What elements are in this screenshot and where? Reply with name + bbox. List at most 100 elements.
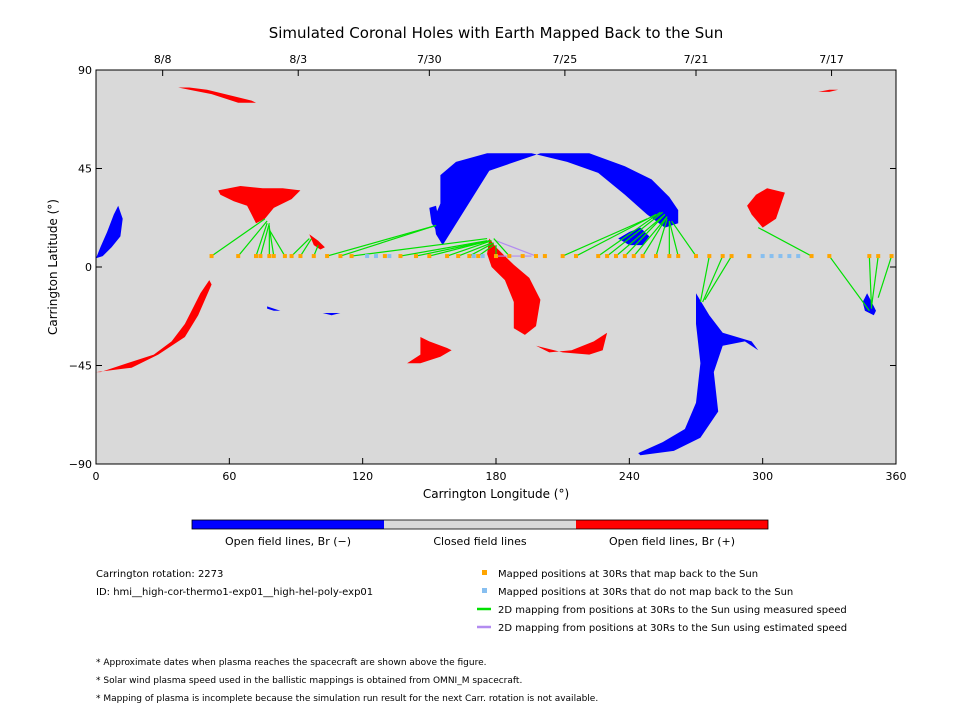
y-tick-label-4: 90 — [78, 64, 92, 77]
coronal-holes-layer — [96, 87, 876, 456]
legend: Mapped positions at 30Rs that map back t… — [477, 569, 847, 634]
mapped-point-map-back-10 — [325, 254, 330, 259]
mapping-line-measured-40 — [870, 255, 879, 307]
colorbar-segment-0 — [192, 520, 384, 529]
mapping-line-measured-28 — [633, 216, 668, 257]
coronal-hole-negative-5 — [862, 293, 876, 316]
mapped-point-map-back-40 — [729, 254, 734, 259]
x-tick-label-1: 60 — [222, 470, 236, 483]
colorbar-segment-1 — [384, 520, 576, 529]
y-axis-label: Carrington Latitude (°) — [46, 199, 60, 335]
colorbar-segment-2 — [576, 520, 768, 529]
date-tick-label-4: 7/21 — [684, 53, 709, 66]
coronal-hole-negative-0 — [96, 205, 123, 259]
mapping-line-measured-13 — [400, 240, 488, 257]
mapped-point-map-back-36 — [676, 254, 681, 259]
mapped-point-map-back-14 — [398, 254, 403, 259]
x-axis-label: Carrington Longitude (°) — [423, 487, 569, 501]
coronal-hole-positive-3 — [487, 238, 541, 335]
x-tick-label-3: 180 — [486, 470, 507, 483]
mapped-point-map-back-27 — [574, 254, 578, 259]
mapping-line-measured-39 — [868, 256, 873, 309]
mapping-line-measured-11 — [340, 224, 437, 257]
mapped-point-map-back-26 — [560, 254, 565, 259]
mapped-point-map-back-24 — [534, 254, 538, 259]
mapping-line-measured-36 — [704, 255, 733, 301]
mapped-point-map-back-45 — [876, 254, 881, 259]
coronal-hole-positive-5 — [407, 337, 452, 364]
coronal-hole-positive-0 — [178, 87, 256, 103]
mapped-point-no-map-back-5 — [760, 254, 765, 259]
footnote-2: * Solar wind plasma speed used in the ba… — [96, 676, 522, 686]
legend-label-3: 2D mapping from positions at 30Rs to the… — [498, 623, 847, 634]
legend-marker-0 — [482, 570, 487, 575]
date-tick-label-3: 7/25 — [553, 53, 578, 66]
mapping-line-measured-6 — [268, 229, 286, 257]
mapping-line-measured-17 — [458, 242, 492, 257]
mapped-point-no-map-back-6 — [769, 254, 774, 259]
mapped-point-map-back-34 — [654, 254, 658, 259]
colorbar-frame — [191, 519, 769, 530]
coronal-hole-positive-7 — [747, 188, 785, 228]
mapped-point-map-back-22 — [507, 254, 512, 259]
mapped-point-map-back-33 — [640, 254, 645, 259]
mapped-point-map-back-28 — [596, 254, 601, 259]
mapped-point-map-back-11 — [338, 254, 343, 259]
mapped-point-map-back-16 — [427, 254, 432, 259]
run-id-text: ID: hmi__high-cor-thermo1-exp01__high-he… — [96, 587, 373, 598]
chart-title: Simulated Coronal Holes with Earth Mappe… — [269, 24, 724, 42]
mapping-line-measured-25 — [606, 211, 664, 257]
mapped-point-map-back-32 — [631, 254, 636, 259]
legend-marker-1 — [482, 588, 487, 593]
mapped-point-map-back-3 — [258, 254, 263, 259]
date-tick-label-0: 8/8 — [154, 53, 172, 66]
mapped-point-no-map-back-3 — [471, 254, 476, 259]
mapped-point-map-back-23 — [520, 254, 525, 259]
mapped-point-map-back-2 — [254, 254, 258, 259]
mapped-point-map-back-43 — [827, 254, 832, 259]
coronal-hole-positive-4 — [96, 280, 212, 373]
mapping-line-measured-27 — [624, 214, 666, 257]
footnote-1: * Approximate dates when plasma reaches … — [96, 658, 487, 668]
mapping-line-measured-23 — [575, 213, 657, 257]
mapped-point-map-back-6 — [282, 254, 287, 259]
mapped-point-no-map-back-2 — [387, 254, 392, 259]
mapping-line-measured-7 — [291, 238, 310, 257]
coronal-hole-negative-7 — [322, 313, 341, 316]
mapped-point-no-map-back-0 — [365, 254, 370, 259]
mapped-point-map-back-4 — [267, 254, 272, 259]
mapped-point-map-back-25 — [542, 254, 547, 259]
mapping-lines-layer — [211, 211, 893, 312]
mapped-point-map-back-17 — [445, 254, 450, 259]
mapped-points-layer — [209, 254, 894, 259]
mapping-line-measured-0 — [211, 218, 266, 257]
coronal-hole-positive-1 — [218, 186, 301, 224]
mapping-line-measured-10 — [326, 224, 437, 257]
mapped-point-map-back-18 — [456, 254, 461, 259]
colorbar-label-0: Open field lines, Br (−) — [225, 535, 351, 548]
legend-label-2: 2D mapping from positions at 30Rs to the… — [498, 605, 847, 616]
x-tick-label-0: 0 — [93, 470, 100, 483]
mapping-line-measured-33 — [671, 220, 697, 257]
mapped-point-map-back-35 — [667, 254, 672, 259]
x-tick-label-2: 120 — [352, 470, 373, 483]
mapped-point-no-map-back-8 — [787, 254, 792, 259]
mapped-point-map-back-39 — [720, 254, 725, 259]
mapped-point-map-back-12 — [349, 254, 354, 259]
mapped-point-map-back-20 — [476, 254, 481, 259]
colorbar: Open field lines, Br (−) Closed field lin… — [191, 519, 769, 548]
mapped-point-no-map-back-4 — [480, 254, 485, 259]
mapped-point-map-back-41 — [747, 254, 752, 259]
carrington-rotation-text: Carrington rotation: 2273 — [96, 569, 223, 580]
legend-label-0: Mapped positions at 30Rs that map back t… — [498, 569, 758, 580]
mapping-line-measured-26 — [615, 214, 666, 257]
y-tick-label-2: 0 — [85, 261, 92, 274]
mapping-line-measured-29 — [642, 216, 668, 257]
coronal-hole-negative-4 — [638, 293, 759, 456]
date-tick-label-2: 7/30 — [417, 53, 442, 66]
mapped-point-map-back-21 — [494, 254, 498, 259]
mapped-point-map-back-31 — [622, 254, 627, 259]
mapping-line-measured-38 — [828, 255, 870, 312]
